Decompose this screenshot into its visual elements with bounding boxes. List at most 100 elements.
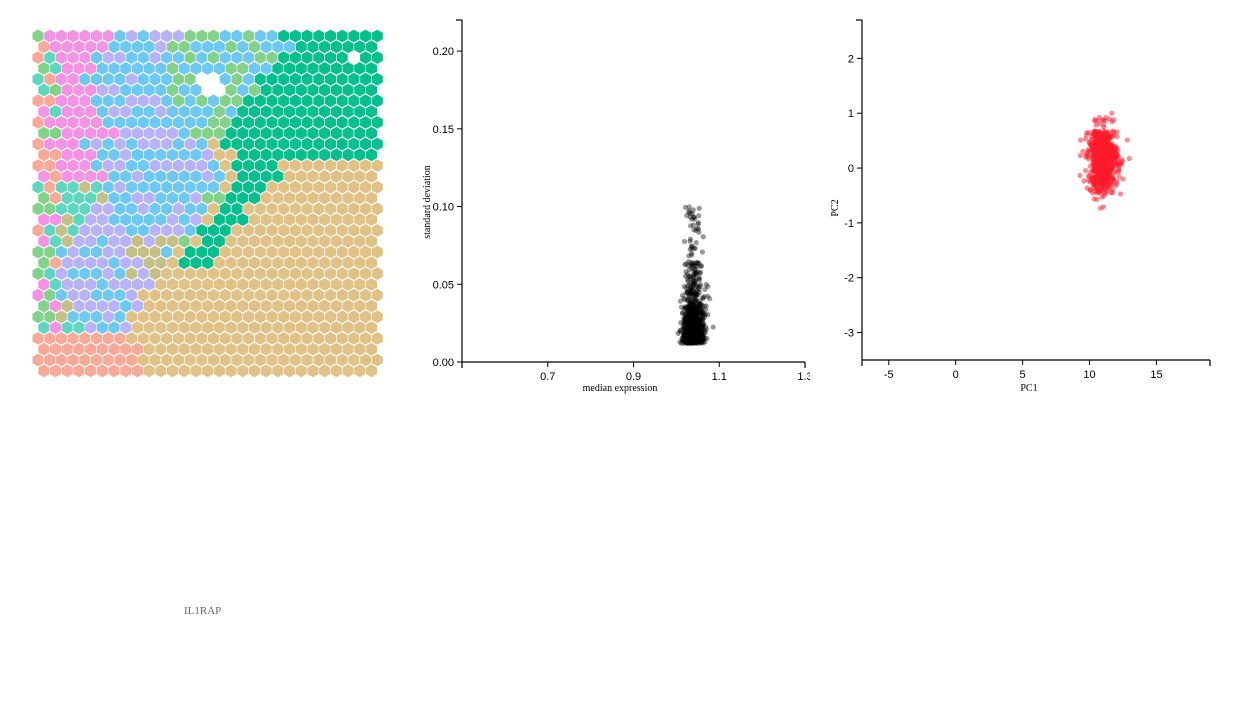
data-point [685,338,692,345]
data-point [685,323,691,329]
data-point [696,336,702,342]
hex-cell [289,267,301,280]
data-point [690,336,696,342]
hex-cell [44,180,56,194]
hex-cell [208,202,219,216]
hex-cell [178,126,190,140]
data-point [684,309,691,315]
data-point [693,307,699,314]
hex-cell [79,180,91,194]
hex-cell [143,342,155,356]
hex-cell [301,180,313,194]
data-point [688,291,695,297]
data-point [685,322,691,328]
data-point [1102,139,1109,146]
hex-cell [196,202,208,216]
hex-cell [50,191,62,205]
hex-cell [114,51,126,64]
data-point [688,252,695,258]
data-point [687,326,693,332]
data-point [688,336,694,342]
hex-cell [278,224,290,237]
hex-cell [120,256,132,270]
hex-cell [213,278,225,291]
data-point [687,287,693,294]
data-point [689,308,696,314]
data-point [704,293,711,299]
data-point [694,282,701,289]
hex-cell [354,191,366,205]
hex-cell [108,234,120,248]
hex-cell [289,51,301,64]
hex-cell [365,170,377,183]
hex-cell [213,256,225,270]
data-point [684,304,691,311]
data-point [695,321,701,327]
hex-cell [289,116,301,129]
hex-cell [231,159,243,172]
data-point [683,328,689,334]
data-point [682,326,688,332]
hex-cell [55,202,67,216]
data-point [696,336,703,342]
data-point [694,325,700,331]
hex-cell [219,159,231,172]
hex-cell [190,105,202,118]
data-point [691,290,697,296]
data-point [690,333,696,339]
hex-cell [178,321,190,334]
hex-cell [44,310,56,324]
hex-cell [178,256,190,270]
hex-cell [44,332,56,345]
hex-cell [96,256,108,270]
hex-cell [67,137,79,151]
hex-cell [55,94,67,108]
data-point [690,336,696,342]
data-point [691,325,697,332]
hex-cell [73,342,85,356]
data-point [693,292,699,298]
hex-cell [289,94,301,108]
data-point [705,312,711,318]
hex-cell [91,310,102,324]
hex-cell [126,332,138,345]
hex-cell [319,148,331,162]
hex-cell [243,137,255,151]
data-point [689,332,695,338]
data-point [691,278,698,285]
data-point [691,335,697,341]
hex-cell [143,191,155,205]
hex-cell [336,94,348,108]
hex-cell [149,180,161,194]
data-point [697,330,704,336]
hex-cell [137,332,149,345]
hex-cell [79,288,91,302]
data-point [688,327,695,334]
hex-cell [91,202,102,216]
hex-cell [196,180,208,194]
data-point [688,340,695,346]
hex-cell [161,288,173,302]
data-point [682,332,688,338]
data-point [685,336,691,342]
data-point [689,324,696,330]
data-point [690,340,697,346]
hex-cell [131,148,143,162]
data-point [696,275,702,281]
hex-cell [313,288,325,302]
data-point [688,288,694,294]
data-point [688,328,694,334]
data-point [689,321,695,327]
data-point [687,326,693,333]
hex-cell [202,126,214,140]
data-point [696,329,702,336]
data-point [683,321,689,327]
hex-cell [155,299,167,313]
hex-cell [330,278,342,291]
hex-cell [149,202,161,216]
data-point [1105,134,1111,140]
hex-cell [301,288,313,302]
data-point [692,312,699,318]
hex-cell [190,170,202,183]
data-point [681,320,687,326]
